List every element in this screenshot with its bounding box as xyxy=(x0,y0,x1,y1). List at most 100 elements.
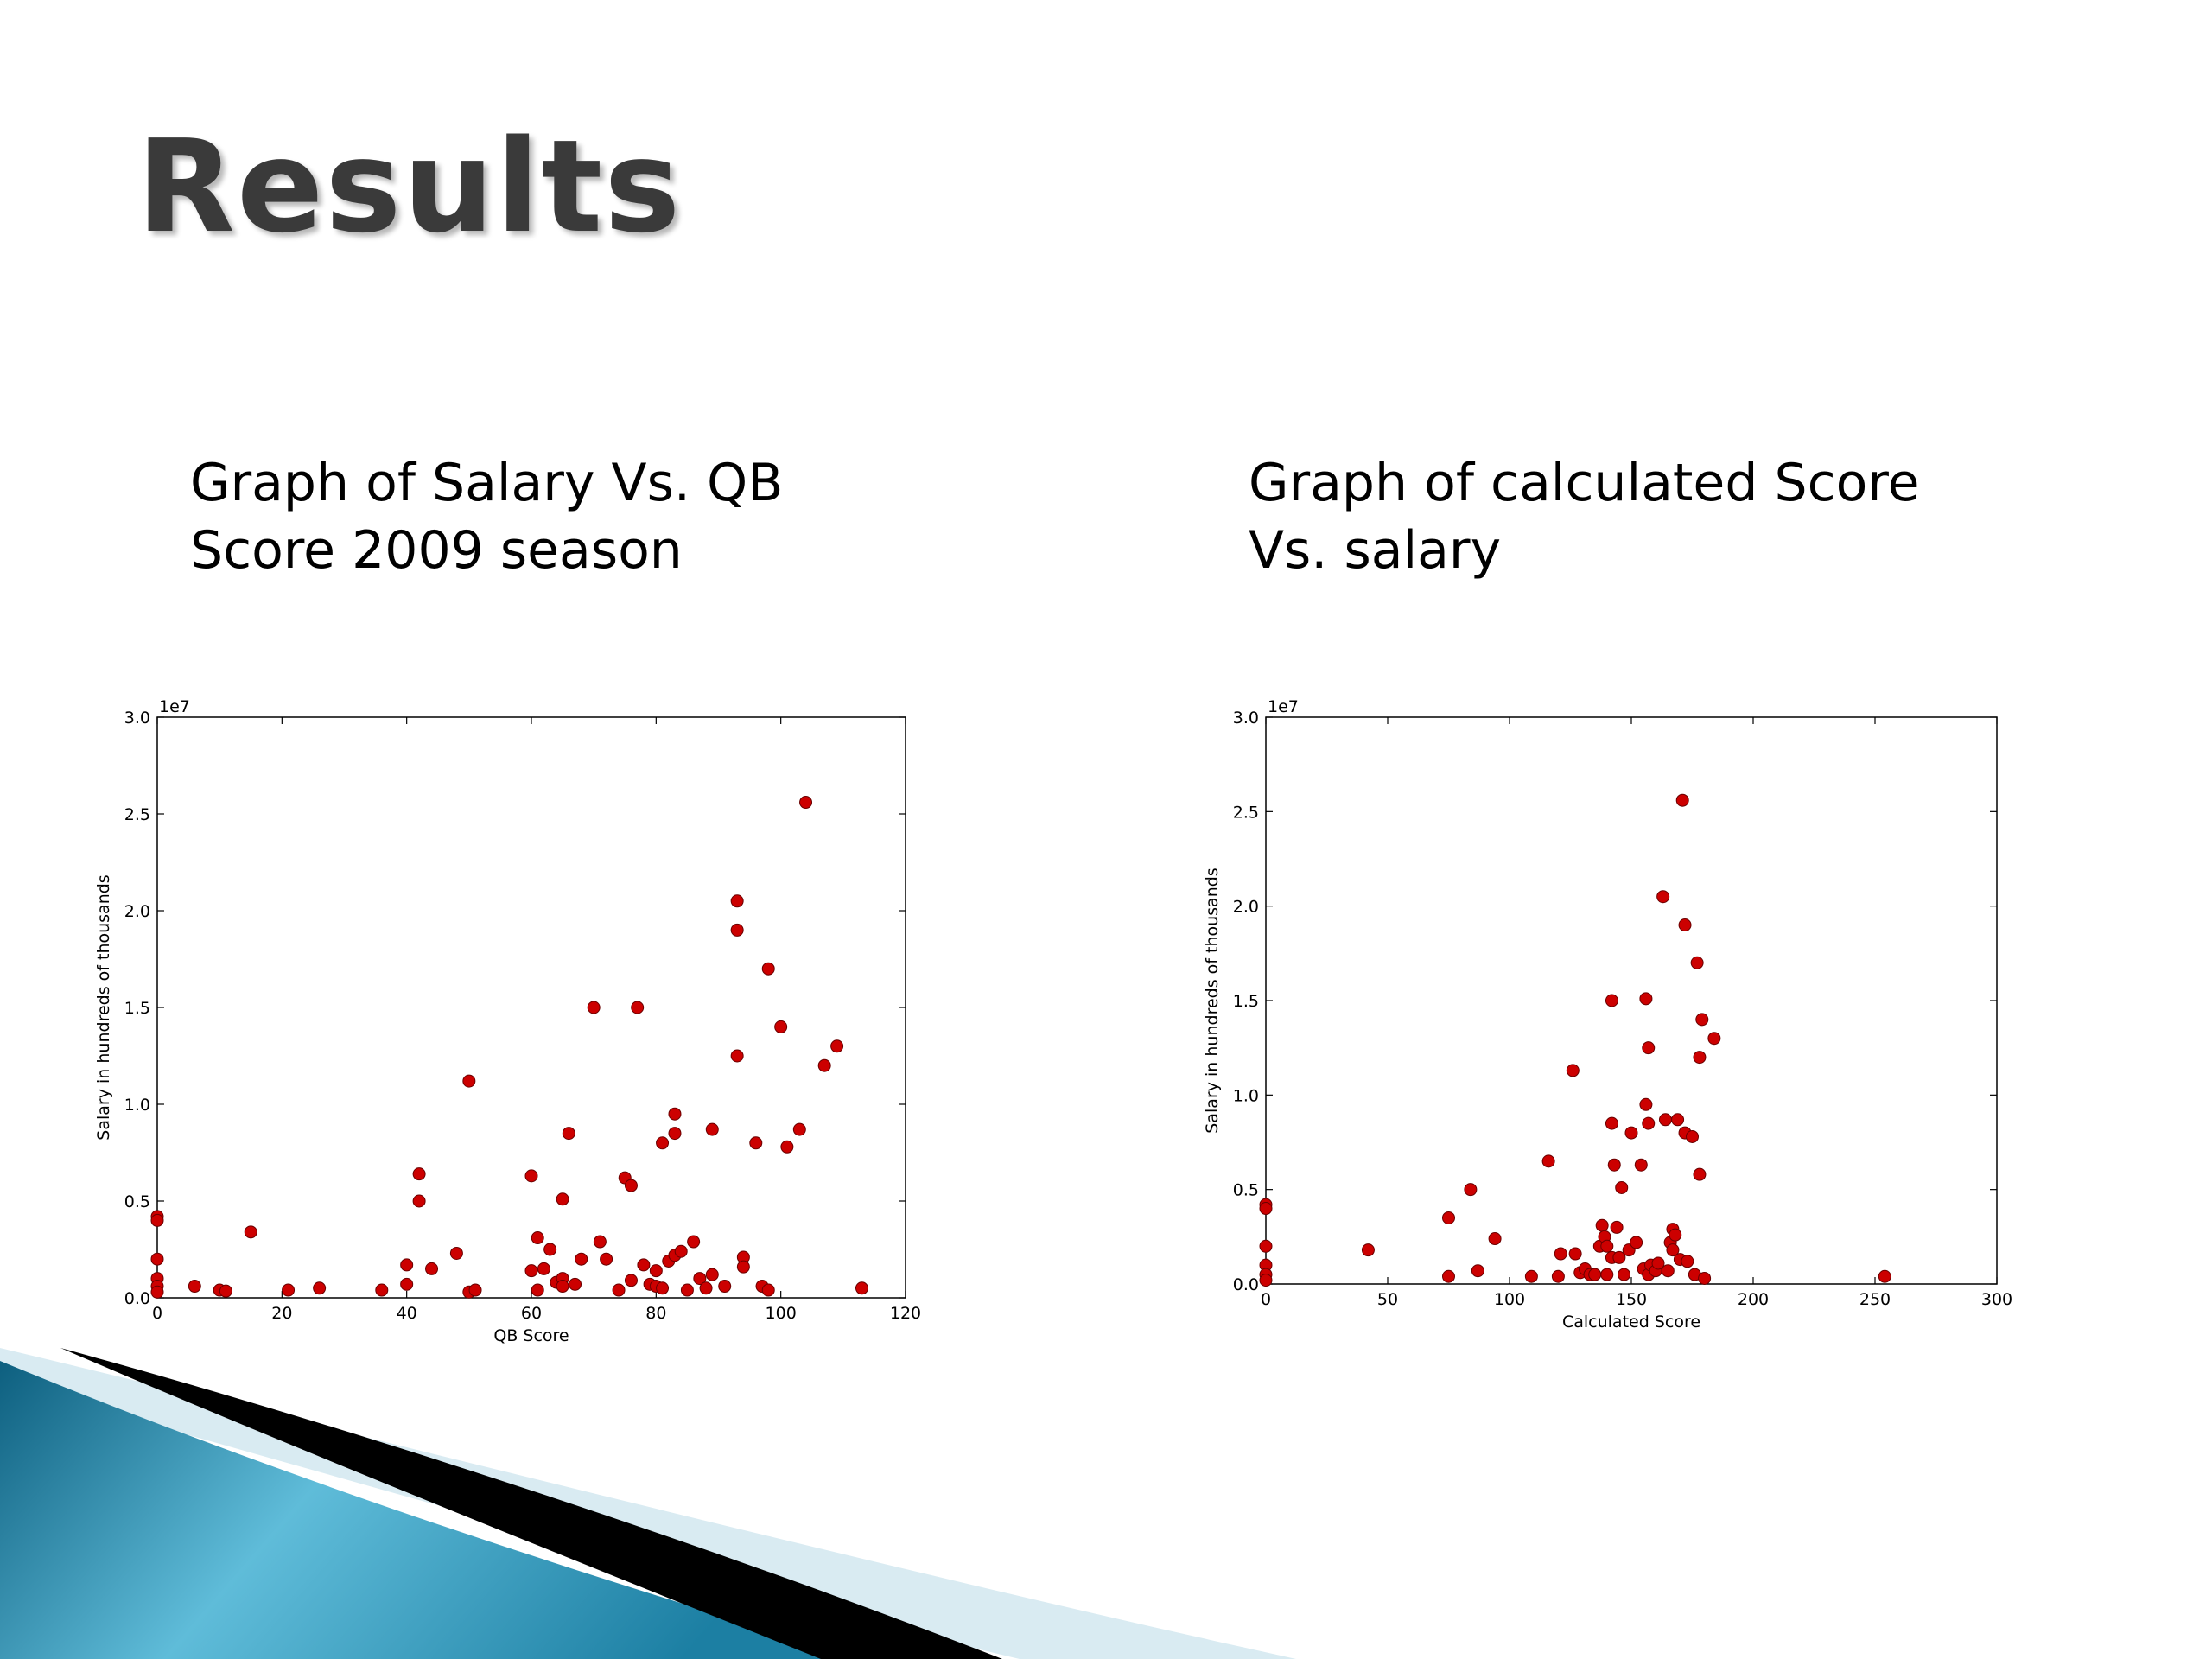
y-tick-label: 0.5 xyxy=(124,1192,150,1211)
data-point xyxy=(1595,1218,1609,1232)
data-point xyxy=(468,1283,482,1297)
data-point xyxy=(624,1179,638,1192)
x-tick-label: 80 xyxy=(645,1304,666,1323)
y-tick-label: 2.0 xyxy=(124,902,150,921)
data-point xyxy=(1442,1269,1455,1283)
data-point xyxy=(705,1122,719,1136)
data-point xyxy=(1488,1232,1502,1246)
data-point xyxy=(219,1284,232,1298)
data-point xyxy=(1686,1129,1699,1143)
x-axis-label: QB Score xyxy=(493,1326,569,1345)
data-point xyxy=(412,1167,426,1181)
data-point xyxy=(656,1136,670,1150)
caption-left: Graph of Salary Vs. QB Score 2009 season xyxy=(190,453,784,581)
data-point xyxy=(1600,1268,1614,1281)
data-point xyxy=(1524,1269,1538,1283)
swoosh-teal-band xyxy=(0,1361,864,1659)
data-point xyxy=(569,1277,582,1291)
data-point xyxy=(1681,1255,1694,1268)
data-point xyxy=(1658,1113,1672,1127)
x-tick-label: 100 xyxy=(1494,1290,1525,1309)
data-point xyxy=(761,1283,775,1297)
data-point xyxy=(730,1049,744,1063)
x-tick-label: 150 xyxy=(1616,1290,1647,1309)
data-point xyxy=(680,1283,694,1297)
x-tick-label: 120 xyxy=(890,1304,921,1323)
data-point xyxy=(1464,1183,1478,1197)
data-point xyxy=(730,923,744,937)
data-point xyxy=(1554,1247,1567,1261)
data-point xyxy=(593,1235,607,1249)
data-point xyxy=(699,1281,713,1295)
data-point xyxy=(524,1264,538,1278)
data-point xyxy=(1642,1116,1656,1130)
data-point xyxy=(1259,1274,1273,1287)
data-point xyxy=(1361,1243,1375,1257)
data-point xyxy=(375,1283,389,1297)
data-point xyxy=(1639,992,1653,1006)
data-point xyxy=(1442,1211,1455,1224)
data-point xyxy=(780,1140,794,1154)
data-point xyxy=(736,1260,750,1274)
x-axis-label: Calculated Score xyxy=(1562,1313,1700,1332)
plot-frame xyxy=(156,716,906,1299)
data-point xyxy=(462,1074,476,1088)
data-point xyxy=(1639,1097,1653,1111)
data-point xyxy=(150,1252,164,1266)
data-point xyxy=(244,1225,257,1239)
y-tick-label: 2.5 xyxy=(1233,803,1259,822)
data-point xyxy=(1588,1268,1602,1281)
data-point xyxy=(1878,1269,1891,1283)
data-point xyxy=(531,1231,544,1245)
data-point xyxy=(668,1107,682,1121)
slide-title: Results xyxy=(137,112,683,261)
data-point xyxy=(1678,918,1692,932)
data-point xyxy=(1259,1239,1273,1253)
data-point xyxy=(1642,1041,1656,1055)
data-point xyxy=(556,1280,569,1294)
y-tick-label: 0.5 xyxy=(1233,1181,1259,1200)
y-tick-label: 2.5 xyxy=(124,805,150,824)
data-point xyxy=(705,1268,719,1281)
data-point xyxy=(1551,1269,1565,1283)
data-point xyxy=(799,796,813,810)
data-point xyxy=(612,1283,626,1297)
data-point xyxy=(562,1127,575,1141)
data-point xyxy=(1612,1250,1626,1264)
x-tick-label: 20 xyxy=(271,1304,292,1323)
data-point xyxy=(792,1122,806,1136)
x-tick-label: 100 xyxy=(766,1304,797,1323)
data-point xyxy=(313,1281,327,1295)
data-point xyxy=(637,1258,651,1272)
data-point xyxy=(1610,1220,1624,1234)
y-axis-label: Salary in hundreds of thousands xyxy=(94,874,113,1140)
x-tick-label: 200 xyxy=(1738,1290,1769,1309)
y-tick-label: 1.5 xyxy=(1233,992,1259,1011)
data-point xyxy=(1661,1264,1675,1278)
data-point xyxy=(1698,1271,1712,1285)
y-tick-label: 0.0 xyxy=(124,1289,150,1308)
decorative-swoosh xyxy=(0,1348,1296,1659)
data-point xyxy=(1671,1113,1685,1127)
data-point xyxy=(687,1235,701,1249)
data-point xyxy=(624,1274,638,1287)
x-tick-label: 0 xyxy=(1261,1290,1271,1309)
data-point xyxy=(1615,1180,1629,1194)
y-tick-label: 1.0 xyxy=(124,1096,150,1115)
y-offset-label: 1e7 xyxy=(159,697,190,716)
data-point xyxy=(1471,1264,1484,1278)
data-point xyxy=(1541,1154,1555,1168)
data-point xyxy=(1618,1268,1631,1281)
data-point xyxy=(1666,1243,1680,1257)
data-point xyxy=(425,1262,439,1275)
y-tick-label: 2.0 xyxy=(1233,898,1259,917)
swoosh-black-band xyxy=(60,1348,1002,1659)
data-point xyxy=(531,1283,544,1297)
data-point xyxy=(1605,994,1618,1007)
x-tick-label: 40 xyxy=(397,1304,417,1323)
data-point xyxy=(1693,1051,1707,1065)
data-point xyxy=(674,1244,688,1258)
data-point xyxy=(1690,956,1704,969)
data-point xyxy=(1568,1247,1582,1261)
data-point xyxy=(1605,1116,1618,1130)
